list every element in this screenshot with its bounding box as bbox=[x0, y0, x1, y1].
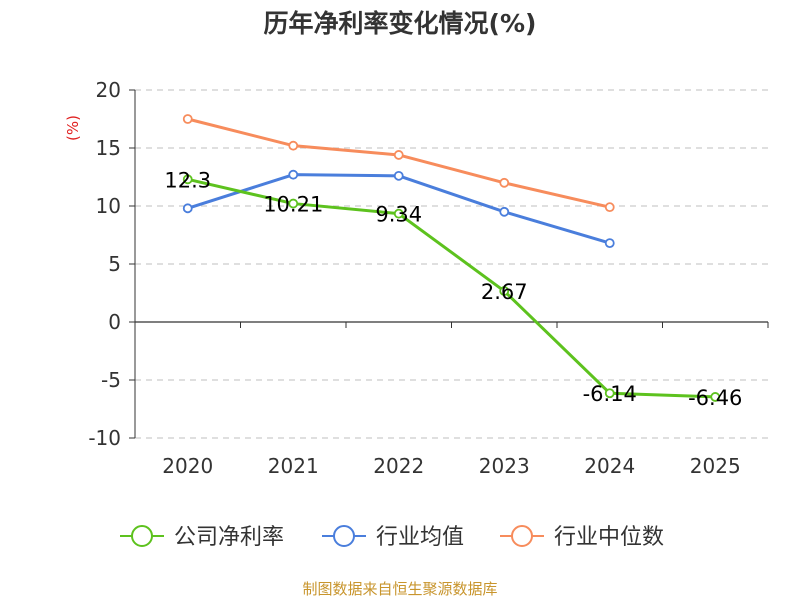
y-tick-label: -5 bbox=[101, 368, 121, 392]
y-tick-label: 15 bbox=[96, 136, 121, 160]
data-point bbox=[604, 202, 615, 213]
data-point bbox=[182, 174, 193, 185]
y-tick-label: 20 bbox=[96, 78, 121, 102]
data-point bbox=[288, 198, 299, 209]
data-label: 2.67 bbox=[481, 280, 528, 304]
data-point bbox=[604, 388, 615, 399]
data-label: 12.3 bbox=[164, 168, 211, 192]
legend-label: 公司净利率 bbox=[174, 525, 284, 550]
x-tick-label: 2022 bbox=[373, 454, 424, 478]
data-point bbox=[499, 206, 510, 217]
source-footer: 制图数据来自恒生聚源数据库 bbox=[302, 580, 498, 598]
legend-label: 行业中位数 bbox=[554, 525, 664, 550]
x-tick-label: 2023 bbox=[479, 454, 530, 478]
legend-marker bbox=[131, 525, 153, 547]
x-tick-label: 2025 bbox=[690, 454, 741, 478]
data-point bbox=[393, 208, 404, 219]
data-point bbox=[604, 238, 615, 249]
data-label: 10.21 bbox=[263, 193, 323, 217]
data-point bbox=[393, 170, 404, 181]
data-point bbox=[182, 203, 193, 214]
chart-title: 历年净利率变化情况(%) bbox=[263, 9, 537, 38]
data-label: -6.46 bbox=[688, 386, 742, 410]
data-point bbox=[499, 286, 510, 296]
data-point bbox=[288, 140, 299, 151]
data-point bbox=[182, 114, 193, 124]
legend-marker bbox=[333, 525, 355, 547]
y-tick-label: 5 bbox=[108, 252, 121, 276]
data-label: 9.34 bbox=[375, 203, 422, 227]
x-tick-label: 2024 bbox=[584, 454, 635, 478]
data-point bbox=[393, 150, 404, 160]
series-line bbox=[187, 177, 716, 399]
y-tick-label: 10 bbox=[96, 194, 121, 218]
data-label: -6.14 bbox=[583, 382, 637, 406]
x-tick-label: 2021 bbox=[268, 454, 319, 478]
data-point bbox=[288, 169, 299, 180]
legend-marker bbox=[511, 525, 533, 547]
x-tick-label: 2020 bbox=[162, 454, 213, 478]
y-tick-label: 0 bbox=[108, 310, 121, 334]
data-point bbox=[710, 392, 721, 402]
y-axis-label: (%) bbox=[64, 115, 82, 141]
y-tick-label: -10 bbox=[88, 426, 121, 450]
legend-label: 行业均值 bbox=[376, 525, 464, 550]
data-point bbox=[499, 177, 510, 188]
